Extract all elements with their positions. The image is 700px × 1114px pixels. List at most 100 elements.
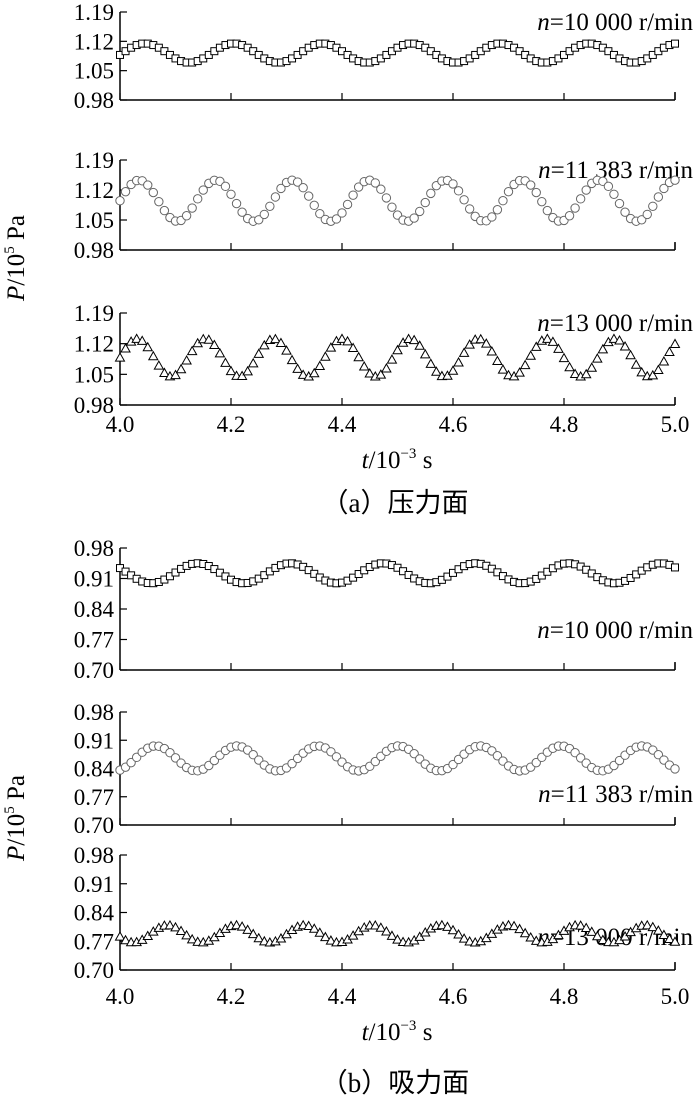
- data-point: [530, 341, 542, 351]
- data-point: [637, 215, 647, 225]
- data-point: [114, 352, 126, 362]
- data-point: [308, 367, 320, 378]
- data-point: [315, 208, 325, 219]
- chart-panel-5: 0.70 0.77 0.84 0.91 0.98 n=11 383 r/min: [74, 700, 694, 838]
- data-point: [671, 563, 679, 572]
- data-point: [254, 215, 264, 225]
- data-point: [375, 369, 387, 379]
- data-point: [436, 919, 448, 930]
- data-point: [464, 204, 475, 214]
- data-point: [298, 183, 308, 193]
- data-point: [247, 357, 259, 368]
- data-point: [525, 931, 537, 942]
- data-point: [319, 931, 331, 942]
- data-point: [242, 365, 254, 376]
- data-point: [258, 339, 270, 350]
- data-point: [658, 355, 670, 366]
- y-axis-label: P/105 Pa: [2, 775, 30, 862]
- data-point: [258, 935, 270, 946]
- data-point: [308, 923, 320, 933]
- data-point: [575, 194, 586, 204]
- chart-panel-3: 0.98 1.05 1.12 1.19 n=13 000 r/min: [74, 301, 694, 418]
- data-point: [671, 39, 679, 48]
- data-point: [609, 189, 619, 199]
- speed-annotation: n=10 000 r/min: [537, 617, 693, 644]
- data-point: [581, 185, 591, 195]
- data-point: [319, 351, 331, 361]
- data-point: [375, 922, 387, 932]
- data-point: [381, 193, 392, 203]
- data-point: [348, 190, 358, 200]
- data-point: [209, 755, 220, 766]
- data-point: [231, 198, 242, 209]
- data-point: [253, 348, 265, 358]
- x-tick-label: 4.8: [550, 984, 579, 1009]
- data-point: [175, 925, 187, 936]
- data-point: [597, 343, 609, 354]
- data-point: [514, 367, 525, 377]
- x-tick-label: 4.4: [328, 412, 357, 437]
- data-point: [525, 350, 537, 360]
- data-point: [642, 209, 652, 220]
- x-tick-label: 4.2: [217, 984, 246, 1009]
- data-point: [508, 920, 520, 931]
- data-point: [408, 334, 420, 345]
- y-tick-label: 1.05: [74, 208, 114, 233]
- data-point: [342, 199, 353, 210]
- chart-panel-4: 0.70 0.77 0.84 0.91 0.98 n=10 000 r/min: [74, 536, 694, 683]
- data-point: [304, 191, 314, 201]
- speed-annotation: n=13 000 r/min: [537, 310, 693, 337]
- x-axis-label: t/10−3 s: [362, 446, 433, 474]
- data-point: [286, 354, 298, 365]
- data-point: [586, 926, 598, 936]
- data-point: [147, 350, 159, 361]
- data-point: [314, 927, 326, 937]
- data-point: [358, 360, 370, 371]
- data-point: [652, 925, 664, 935]
- data-point: [220, 357, 231, 367]
- y-tick-label: 0.70: [74, 958, 114, 983]
- data-point: [492, 751, 503, 761]
- data-point: [381, 925, 392, 936]
- data-point: [303, 920, 315, 930]
- data-point: [325, 935, 337, 945]
- data-point: [519, 927, 531, 938]
- data-point: [603, 181, 614, 192]
- data-point: [459, 195, 469, 205]
- data-point: [370, 178, 380, 188]
- data-point: [231, 919, 242, 930]
- data-point: [159, 205, 170, 216]
- data-point: [265, 201, 275, 211]
- data-point: [647, 369, 659, 380]
- data-point: [519, 359, 531, 370]
- data-point: [270, 192, 281, 202]
- data-point: [325, 342, 337, 352]
- y-tick-label: 0.70: [74, 813, 114, 838]
- y-tick-label: 1.05: [74, 362, 114, 387]
- data-point: [392, 344, 403, 355]
- data-point: [591, 930, 603, 941]
- y-tick-label: 0.77: [74, 785, 114, 810]
- data-point: [531, 187, 541, 198]
- y-tick-label: 0.77: [74, 929, 114, 954]
- y-tick-label: 0.91: [74, 728, 114, 753]
- data-point: [447, 365, 459, 375]
- figure-caption-a: （a）压力面: [322, 488, 469, 518]
- x-tick-label: 4.0: [106, 984, 135, 1009]
- data-point: [475, 333, 487, 344]
- data-point: [381, 363, 392, 373]
- data-point: [181, 929, 192, 940]
- data-point: [492, 205, 503, 215]
- data-point: [480, 338, 492, 348]
- data-point: [242, 924, 254, 934]
- data-point: [541, 333, 553, 343]
- data-point: [442, 370, 453, 380]
- data-point: [198, 185, 208, 195]
- data-point: [164, 919, 176, 930]
- data-point: [430, 366, 442, 376]
- y-tick-label: 0.98: [74, 88, 114, 113]
- y-tick-label: 0.98: [74, 536, 114, 561]
- data-point: [275, 337, 287, 348]
- data-point: [669, 338, 681, 348]
- data-point: [464, 339, 476, 349]
